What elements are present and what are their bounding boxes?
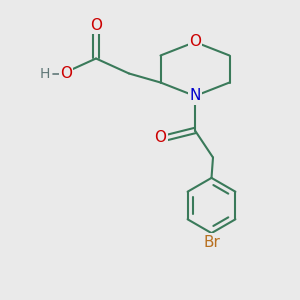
Text: N: N xyxy=(189,88,201,104)
Text: O: O xyxy=(60,66,72,81)
Text: H: H xyxy=(40,67,50,80)
Text: Br: Br xyxy=(203,235,220,250)
Text: O: O xyxy=(154,130,166,146)
Text: O: O xyxy=(189,34,201,50)
Text: O: O xyxy=(90,18,102,33)
